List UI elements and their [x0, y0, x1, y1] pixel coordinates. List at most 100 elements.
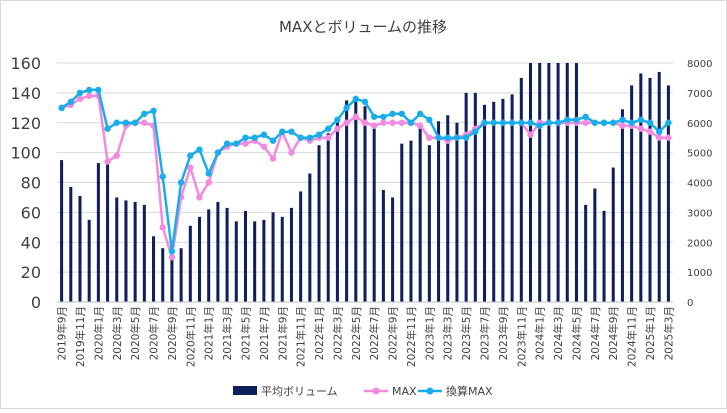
data-point [646, 128, 654, 135]
right-tick-label: 1000 [687, 268, 712, 279]
x-tick-label: 2020年3月 [111, 306, 124, 360]
volume-bar [96, 163, 100, 302]
legend-item: 平均ボリューム [233, 385, 338, 398]
x-tick-label: 2023年7月 [479, 306, 492, 360]
data-point [490, 119, 497, 126]
data-point [288, 128, 295, 135]
data-point [187, 152, 194, 159]
data-point [398, 110, 405, 117]
data-point [141, 119, 148, 126]
data-point [370, 122, 378, 129]
x-tick-label: 2023年9月 [497, 306, 510, 360]
data-point [334, 125, 341, 132]
data-point [426, 134, 433, 141]
x-tick-label: 2021年11月 [295, 306, 308, 367]
data-point [233, 140, 240, 147]
volume-bar [639, 73, 643, 302]
chart-title: MAXとボリュームの推移 [279, 18, 447, 36]
right-tick-label: 6000 [687, 119, 712, 130]
volume-bar [115, 197, 119, 302]
volume-bar [381, 189, 385, 302]
x-tick-label: 2022年9月 [387, 306, 400, 360]
data-point [260, 131, 268, 138]
volume-bar [584, 204, 588, 302]
data-point [187, 164, 194, 171]
volume-bar [648, 77, 652, 302]
volume-bar [547, 63, 551, 302]
data-point [361, 98, 369, 106]
right-y-axis: 0 1000 2000 3000 4000 5000 6000 7000 8000 [687, 59, 712, 309]
data-point [122, 119, 130, 126]
data-point [177, 179, 185, 186]
data-point [288, 149, 295, 156]
right-tick-label: 2000 [687, 238, 712, 249]
volume-bar [409, 140, 413, 302]
volume-bar [69, 186, 73, 302]
data-point [481, 119, 488, 126]
volume-bar [207, 209, 211, 302]
volume-bar [483, 104, 487, 302]
data-point [472, 128, 479, 135]
left-tick-label: 60 [21, 203, 41, 222]
volume-bar [133, 201, 137, 302]
data-point [343, 119, 350, 126]
right-tick-label: 0 [687, 298, 693, 309]
x-tick-label: 2024年11月 [626, 306, 639, 367]
volume-bar [611, 167, 615, 302]
volume-bar [427, 145, 431, 302]
volume-bar [556, 63, 560, 302]
left-y-axis: 0 20 40 60 80 100 120 140 160 [10, 54, 41, 312]
data-point [334, 116, 341, 123]
x-tick-label: 2019年11月 [74, 306, 87, 367]
data-point [325, 134, 332, 141]
data-point [325, 125, 332, 132]
volume-bar [437, 121, 441, 302]
x-tick-label: 2020年9月 [166, 306, 179, 360]
x-tick-label: 2019年9月 [56, 306, 69, 360]
left-tick-label: 140 [10, 84, 41, 103]
left-tick-label: 0 [31, 293, 41, 312]
left-tick-label: 40 [21, 233, 41, 252]
data-point [95, 86, 102, 94]
data-point [168, 248, 176, 255]
volume-bar [326, 133, 330, 302]
volume-bar [161, 248, 165, 302]
data-point [205, 170, 212, 177]
volume-bar [455, 122, 459, 302]
x-tick-label: 2024年7月 [589, 306, 602, 360]
legend-marker [426, 387, 434, 395]
x-tick-label: 2022年7月 [368, 306, 381, 360]
left-tick-label: 120 [10, 114, 41, 133]
left-tick-label: 20 [21, 263, 41, 282]
x-tick-label: 2021年3月 [221, 306, 234, 360]
legend-swatch [233, 386, 257, 395]
legend-marker [372, 387, 380, 395]
data-point [656, 128, 663, 135]
data-point [619, 116, 626, 123]
data-point [527, 119, 534, 126]
volume-bar [400, 143, 404, 302]
x-tick-label: 2024年5月 [570, 306, 583, 360]
volume-bar [124, 200, 128, 302]
data-point [499, 119, 507, 126]
right-tick-label: 4000 [687, 179, 712, 190]
volume-bar [473, 92, 477, 302]
left-tick-label: 160 [10, 54, 41, 73]
x-tick-label: 2020年1月 [92, 306, 105, 360]
data-point [554, 119, 562, 126]
left-tick-label: 80 [21, 174, 41, 193]
data-point [508, 119, 516, 126]
data-point [85, 92, 93, 100]
data-point [159, 173, 166, 180]
volume-bar [510, 94, 514, 303]
x-tick-label: 2022年11月 [405, 306, 418, 367]
volume-bar [372, 125, 376, 302]
volume-bar [234, 221, 238, 302]
x-tick-label: 2021年7月 [258, 306, 271, 360]
data-point [646, 119, 654, 126]
x-axis: 2019年9月 2019年11月 2020年1月 2020年3月 2020年5月 2020… [56, 301, 675, 367]
data-point [113, 119, 120, 126]
data-point [619, 122, 626, 129]
volume-bar [280, 216, 284, 302]
volume-bar [446, 115, 450, 302]
